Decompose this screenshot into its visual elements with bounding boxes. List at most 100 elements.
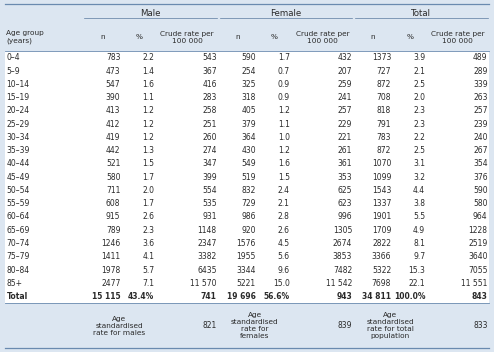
Text: Age
standardised
rate for
females: Age standardised rate for females [231,312,279,339]
Text: 2.3: 2.3 [142,226,155,235]
Text: 791: 791 [377,120,391,129]
Text: 5.5: 5.5 [413,213,425,221]
Text: 3.2: 3.2 [413,173,425,182]
Text: 2.2: 2.2 [143,54,155,62]
Text: 3.6: 3.6 [142,239,155,248]
Text: 943: 943 [336,292,352,301]
Text: 521: 521 [106,159,121,169]
Text: 15.3: 15.3 [409,265,425,275]
Text: 2.3: 2.3 [413,106,425,115]
Text: 259: 259 [338,80,352,89]
Text: 741: 741 [201,292,217,301]
Text: 549: 549 [241,159,256,169]
Text: 7055: 7055 [468,265,488,275]
Text: 55–59: 55–59 [6,199,30,208]
Text: 1305: 1305 [333,226,352,235]
Text: 2674: 2674 [333,239,352,248]
Text: 4.1: 4.1 [142,252,155,261]
Text: 1709: 1709 [372,226,391,235]
Bar [5,263,489,277]
Bar [5,290,489,303]
Text: 241: 241 [338,93,352,102]
Bar [5,23,489,51]
Text: 608: 608 [106,199,121,208]
Text: 1.4: 1.4 [142,67,155,76]
Text: 70–74: 70–74 [6,239,30,248]
Bar [5,118,489,131]
Text: 2347: 2347 [198,239,217,248]
Text: 1.2: 1.2 [278,146,290,155]
Text: 40–44: 40–44 [6,159,30,169]
Text: 257: 257 [338,106,352,115]
Text: 729: 729 [241,199,256,208]
Text: 10–14: 10–14 [6,80,30,89]
Text: 821: 821 [203,321,217,330]
Text: 789: 789 [106,226,121,235]
Text: 239: 239 [473,120,488,129]
Text: 2519: 2519 [468,239,488,248]
Text: 7698: 7698 [372,279,391,288]
Text: 6435: 6435 [197,265,217,275]
Text: 2.4: 2.4 [278,186,290,195]
Text: 1.2: 1.2 [143,120,155,129]
Text: 339: 339 [473,80,488,89]
Text: 11 551: 11 551 [461,279,488,288]
Text: 708: 708 [377,93,391,102]
Text: 1.5: 1.5 [142,159,155,169]
Text: 7482: 7482 [333,265,352,275]
Text: 263: 263 [473,93,488,102]
Text: Crude rate per
100 000: Crude rate per 100 000 [296,31,349,44]
Text: 1.3: 1.3 [142,146,155,155]
Text: 915: 915 [106,213,121,221]
Text: Total: Total [6,292,28,301]
Text: %: % [406,34,413,40]
Text: 590: 590 [241,54,256,62]
Text: 2.3: 2.3 [413,120,425,129]
Text: 0–4: 0–4 [6,54,20,62]
Text: 2822: 2822 [372,239,391,248]
Text: 60–64: 60–64 [6,213,30,221]
Text: 353: 353 [337,173,352,182]
Text: 2.5: 2.5 [413,146,425,155]
Text: 325: 325 [241,80,256,89]
Text: 964: 964 [473,213,488,221]
Text: 1978: 1978 [101,265,121,275]
Text: 727: 727 [377,67,391,76]
Text: 390: 390 [106,93,121,102]
Text: 625: 625 [338,186,352,195]
Text: 379: 379 [241,120,256,129]
Text: 1411: 1411 [101,252,121,261]
Text: 0.9: 0.9 [278,93,290,102]
Text: 413: 413 [106,106,121,115]
Text: 1099: 1099 [372,173,391,182]
Text: 2.0: 2.0 [142,186,155,195]
Text: %: % [135,34,142,40]
Text: 1.0: 1.0 [278,133,290,142]
Text: 1337: 1337 [372,199,391,208]
Text: 833: 833 [473,321,488,330]
Text: 3344: 3344 [236,265,256,275]
Text: 19 696: 19 696 [227,292,256,301]
Text: 229: 229 [338,120,352,129]
Bar [5,157,489,171]
Text: 1901: 1901 [372,213,391,221]
Text: 996: 996 [337,213,352,221]
Text: 9.7: 9.7 [413,252,425,261]
Text: 3.8: 3.8 [413,199,425,208]
Text: 843: 843 [472,292,488,301]
Text: 221: 221 [338,133,352,142]
Text: 818: 818 [377,106,391,115]
Text: 15–19: 15–19 [6,93,30,102]
Text: 25–29: 25–29 [6,120,30,129]
Text: 30–34: 30–34 [6,133,30,142]
Text: 519: 519 [241,173,256,182]
Text: 347: 347 [202,159,217,169]
Bar [5,277,489,290]
Text: 399: 399 [202,173,217,182]
Text: 832: 832 [242,186,256,195]
Text: 254: 254 [241,67,256,76]
Text: Total: Total [412,8,431,18]
Text: Age
standardised
rate for total
population: Age standardised rate for total populati… [367,312,414,339]
Text: 1070: 1070 [372,159,391,169]
Text: 3.1: 3.1 [413,159,425,169]
